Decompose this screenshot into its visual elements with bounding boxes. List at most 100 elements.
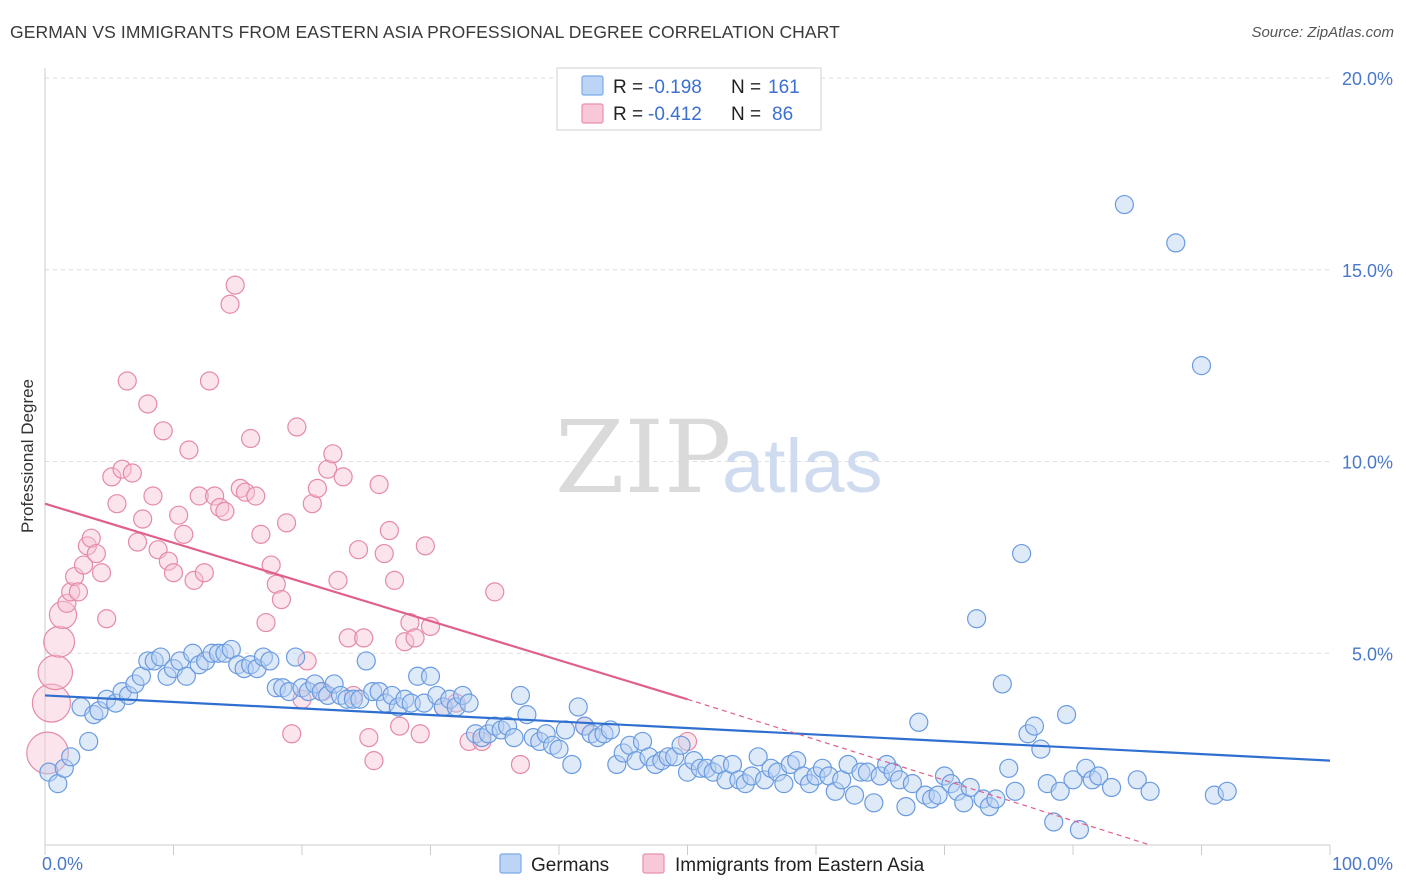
point-s1-1 (31, 683, 72, 723)
point-s1-74 (405, 628, 425, 648)
point-s0-81 (568, 697, 588, 717)
point-s0-150 (1011, 543, 1032, 564)
trend-lines (44, 502, 1331, 846)
point-s0-128 (870, 766, 890, 786)
point-s0-157 (1056, 705, 1077, 725)
point-s0-162 (1089, 766, 1109, 786)
point-s0-164 (1114, 194, 1135, 215)
legend-n-value-germans: 161 (768, 77, 800, 98)
point-s0-134 (909, 712, 929, 732)
point-s0-158 (1063, 770, 1083, 790)
point-s0-16 (151, 647, 171, 667)
point-s0-140 (947, 781, 967, 801)
point-s1-14 (97, 609, 117, 629)
point-s0-20 (176, 666, 196, 686)
point-s1-36 (210, 497, 230, 518)
legend-r-value-immigrants: -0.412 (648, 104, 702, 125)
point-s1-35 (205, 486, 225, 506)
point-s1-13 (91, 563, 112, 583)
point-s1-76 (415, 536, 435, 556)
chart-source: Source: ZipAtlas.com (1251, 24, 1394, 41)
legend-n-label: N = (731, 77, 761, 98)
point-s0-33 (260, 651, 280, 671)
point-s1-64 (354, 628, 374, 648)
point-s1-5 (57, 593, 77, 613)
point-s0-127 (864, 793, 884, 813)
watermark: ZIP atlas (555, 399, 883, 516)
point-s0-151 (1018, 724, 1038, 744)
axes (44, 68, 1331, 855)
series-legend-label-immigrants: Immigrants from Eastern Asia (675, 855, 925, 876)
series-legend: Germans Immigrants from Eastern Asia (499, 853, 925, 876)
point-s1-83 (510, 754, 531, 775)
point-s0-137 (928, 785, 948, 805)
point-s0-80 (562, 754, 582, 775)
y-tick-label-1: 10.0% (1342, 453, 1393, 473)
point-s0-155 (1044, 812, 1064, 832)
point-s1-39 (225, 275, 245, 295)
point-s0-119 (812, 758, 833, 778)
point-s1-16 (107, 494, 127, 514)
point-s0-53 (388, 697, 408, 717)
point-s1-12 (86, 543, 107, 564)
point-s0-17 (157, 666, 177, 686)
point-s1-40 (230, 478, 250, 498)
point-s1-20 (127, 532, 148, 552)
point-s0-71 (504, 728, 524, 748)
point-s0-100 (690, 758, 710, 778)
legend-n-value-immigrants: 86 (772, 104, 793, 125)
x-tick-labels: 0.0% 100.0% (42, 854, 1393, 874)
point-s1-50 (282, 724, 302, 744)
point-s0-165 (1127, 770, 1147, 790)
point-s0-168 (1191, 356, 1212, 376)
point-s1-2 (37, 654, 74, 691)
point-s1-22 (138, 394, 158, 414)
point-s0-52 (382, 685, 402, 706)
point-s1-34 (199, 371, 220, 391)
point-s0-130 (883, 762, 903, 782)
watermark-atlas: atlas (722, 424, 883, 509)
point-s0-143 (967, 609, 987, 629)
point-s0-109 (748, 747, 768, 767)
point-s0-166 (1140, 781, 1160, 801)
point-s1-19 (122, 463, 142, 483)
point-s0-142 (960, 777, 980, 798)
point-s1-61 (338, 628, 358, 648)
point-s0-6 (84, 705, 104, 725)
point-s0-36 (279, 681, 299, 702)
point-s0-133 (902, 774, 922, 794)
point-s0-97 (671, 735, 691, 755)
y-tick-label-3: 20.0% (1342, 69, 1393, 89)
point-s0-61 (440, 689, 460, 709)
point-s0-46 (343, 689, 363, 709)
point-s1-17 (112, 459, 132, 479)
point-s1-49 (276, 513, 297, 533)
point-s0-126 (857, 762, 878, 782)
x-tick-label-0: 0.0% (42, 854, 83, 874)
point-s1-6 (61, 582, 81, 602)
chart-title: GERMAN VS IMMIGRANTS FROM EASTERN ASIA P… (10, 22, 840, 42)
point-s1-73 (400, 612, 420, 633)
point-s0-148 (999, 758, 1019, 778)
point-s0-117 (799, 774, 820, 794)
point-s0-34 (266, 678, 286, 698)
point-s1-63 (348, 540, 369, 560)
point-s0-167 (1166, 233, 1186, 253)
point-s1-71 (390, 716, 410, 736)
point-s1-31 (184, 570, 204, 590)
point-s1-0 (26, 731, 69, 775)
point-s0-64 (459, 693, 479, 713)
point-s1-70 (384, 570, 405, 590)
point-s0-163 (1101, 777, 1122, 798)
point-s1-3 (43, 625, 76, 658)
point-s1-27 (163, 563, 184, 583)
point-s0-153 (1031, 739, 1051, 759)
point-s1-51 (287, 417, 307, 437)
point-s1-72 (395, 632, 415, 652)
point-s1-66 (364, 751, 384, 771)
point-s0-5 (79, 731, 99, 752)
point-s0-107 (735, 774, 755, 794)
legend-r-label: R = (613, 77, 643, 98)
point-s0-125 (851, 762, 871, 782)
